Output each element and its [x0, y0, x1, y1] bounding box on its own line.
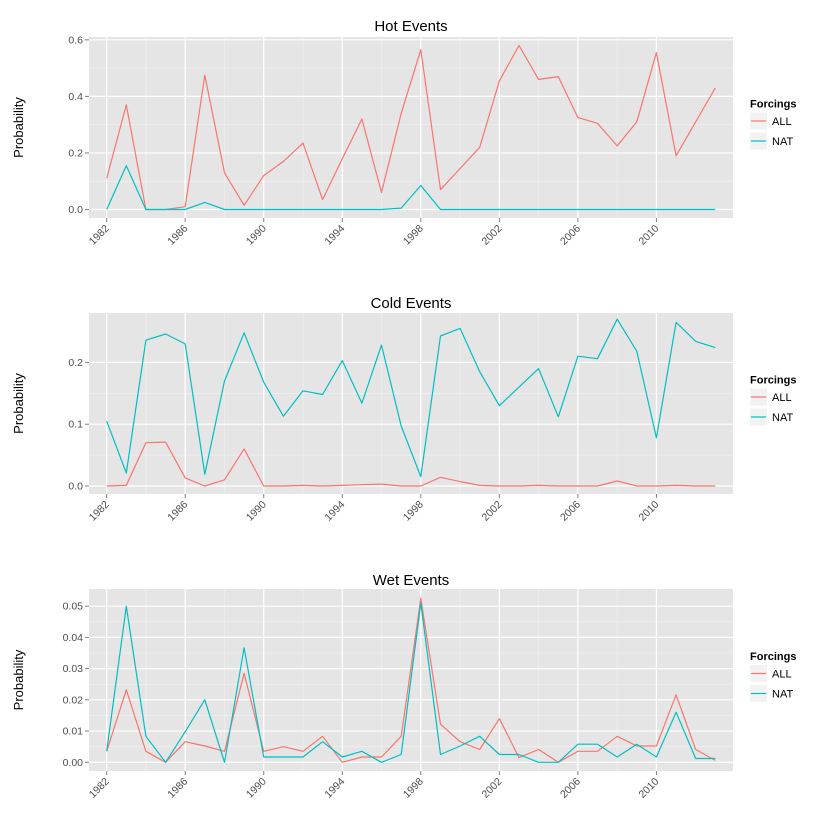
series-line-all	[106, 44, 716, 211]
chart-panel-3: Wet Events Probability 0.00 0.01 0.02 0.03 0.0…	[11, 572, 796, 801]
y-axis-label: Probability	[11, 97, 26, 158]
legend: Forcings ALL NAT	[750, 375, 796, 426]
y-tick-label: 0.2	[68, 147, 83, 159]
y-tick-label: 0.02	[63, 694, 84, 706]
y-tick-label: 0.2	[68, 357, 83, 369]
chart-title: Wet Events	[373, 572, 449, 589]
legend-title: Forcings	[750, 99, 796, 111]
x-tick-label: 1990	[244, 499, 269, 524]
x-tick-label: 1990	[244, 223, 269, 248]
series-line-nat	[106, 318, 716, 478]
series-line-nat	[106, 602, 716, 763]
legend-title: Forcings	[750, 651, 796, 663]
y-tick-label: 0.4	[68, 91, 83, 103]
x-tick-label: 1990	[244, 776, 269, 801]
y-tick-label: 0.0	[68, 204, 83, 216]
series-line-nat	[106, 165, 716, 211]
chart-panel-1: Hot Events Probability 0.0 0.2 0.4 0.6 1982 198…	[11, 18, 796, 248]
series-line-all	[106, 441, 716, 487]
legend-label-all: ALL	[772, 116, 792, 128]
legend-title: Forcings	[750, 375, 796, 387]
x-tick-label: 2006	[558, 499, 583, 524]
y-axis-label: Probability	[11, 373, 26, 434]
x-tick-label: 2010	[637, 776, 662, 801]
legend: Forcings ALL NAT	[750, 99, 796, 150]
x-tick-label: 2002	[479, 776, 504, 801]
x-tick-label: 1998	[401, 776, 426, 801]
x-tick-label: 2010	[637, 223, 662, 248]
chart-title: Hot Events	[374, 18, 447, 35]
x-tick-label: 2002	[479, 223, 504, 248]
x-tick-label: 1998	[401, 499, 426, 524]
y-tick-label: 0.03	[63, 663, 84, 675]
x-tick-label: 2010	[637, 499, 662, 524]
y-tick-label: 0.1	[68, 419, 83, 431]
y-tick-label: 0.04	[63, 632, 84, 644]
legend-label-nat: NAT	[772, 412, 793, 424]
x-tick-label: 1994	[322, 776, 347, 801]
x-tick-label: 1986	[165, 776, 190, 801]
x-tick-label: 1994	[322, 223, 347, 248]
y-tick-label: 0.00	[63, 757, 84, 769]
x-tick-label: 1998	[401, 223, 426, 248]
chart-title: Cold Events	[371, 295, 452, 312]
y-tick-label: 0.0	[68, 480, 83, 492]
x-tick-label: 1986	[165, 223, 190, 248]
y-axis-label: Probability	[11, 649, 26, 710]
y-tick-label: 0.6	[68, 34, 83, 46]
legend-label-all: ALL	[772, 392, 792, 404]
chart-panel-2: Cold Events Probability 0.0 0.1 0.2 1982 1986 1…	[11, 295, 796, 524]
panel-background	[89, 37, 733, 218]
legend: Forcings ALL NAT	[750, 651, 796, 702]
legend-label-all: ALL	[772, 669, 792, 681]
x-tick-label: 1986	[165, 499, 190, 524]
x-tick-label: 1994	[322, 499, 347, 524]
panel-background	[89, 313, 733, 494]
x-tick-label: 2006	[558, 776, 583, 801]
series-line-all	[106, 597, 716, 763]
legend-label-nat: NAT	[772, 689, 793, 701]
x-tick-label: 1982	[87, 499, 112, 524]
x-tick-label: 1982	[87, 223, 112, 248]
x-tick-label: 1982	[87, 776, 112, 801]
legend-label-nat: NAT	[772, 136, 793, 148]
y-tick-label: 0.05	[63, 601, 84, 613]
x-tick-label: 2002	[479, 499, 504, 524]
y-tick-label: 0.01	[63, 726, 84, 738]
x-tick-label: 2006	[558, 223, 583, 248]
